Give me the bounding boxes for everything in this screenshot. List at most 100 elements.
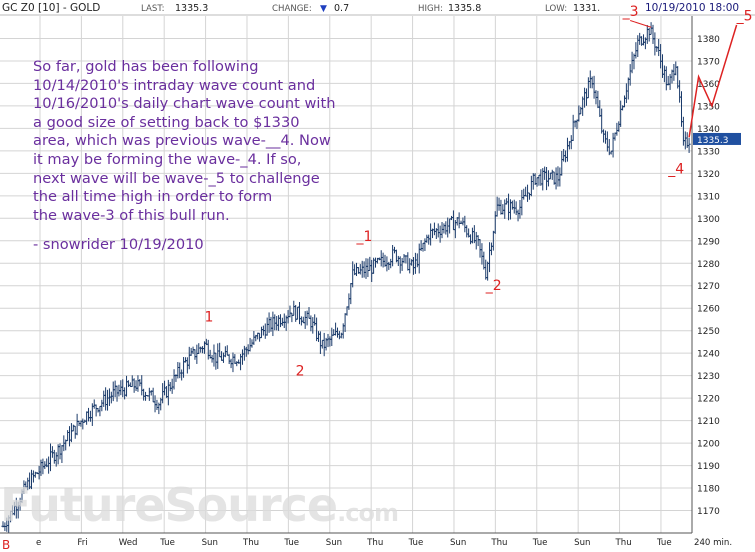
ohlc-bar bbox=[379, 250, 383, 267]
y-tick-label: 1170 bbox=[697, 507, 720, 517]
ohlc-bar bbox=[499, 199, 503, 215]
x-tick-label: Thu bbox=[242, 538, 259, 548]
ohlc-bar bbox=[130, 375, 134, 388]
header-last-label: LAST: bbox=[141, 4, 165, 14]
ohlc-bar bbox=[181, 357, 186, 378]
ohlc-bar bbox=[123, 387, 127, 400]
y-tick-label: 1320 bbox=[697, 170, 720, 180]
ohlc-bar bbox=[248, 337, 252, 352]
chart-grid bbox=[0, 16, 692, 533]
ohlc-bar bbox=[218, 342, 222, 358]
ohlc-bar bbox=[140, 375, 144, 396]
ohlc-bar bbox=[468, 234, 473, 245]
ohlc-bar bbox=[560, 150, 564, 176]
x-tick-label: Tue bbox=[283, 538, 299, 548]
ohlc-bar bbox=[366, 258, 370, 278]
x-tick-label: Fri bbox=[77, 538, 87, 548]
ohlc-bar bbox=[653, 32, 657, 56]
ohlc-bar bbox=[273, 314, 277, 331]
ohlc-bar bbox=[297, 302, 302, 325]
ohlc-bar bbox=[92, 399, 96, 409]
y-tick-label: 1220 bbox=[697, 395, 720, 405]
ohlc-bar bbox=[417, 243, 421, 274]
header-high-value: 1335.8 bbox=[448, 3, 481, 14]
x-tick-label: Sun bbox=[326, 538, 342, 548]
ohlc-bar bbox=[343, 313, 347, 332]
ohlc-bar bbox=[432, 222, 437, 236]
x-tick-label: Thu bbox=[490, 538, 507, 548]
y-tick-label: 1240 bbox=[697, 350, 720, 360]
ohlc-bar bbox=[339, 332, 343, 339]
ohlc-bar bbox=[628, 64, 632, 86]
header-datetime: 10/19/2010 18:00 bbox=[645, 2, 739, 14]
ohlc-bar bbox=[392, 246, 397, 254]
ohlc-bar bbox=[290, 312, 294, 323]
ohlc-bar bbox=[550, 169, 554, 180]
ohlc-bar bbox=[199, 346, 203, 353]
x-tick-label: Thu bbox=[366, 538, 383, 548]
ohlc-bar bbox=[565, 137, 570, 162]
ohlc-bar bbox=[278, 314, 283, 328]
ohlc-bar bbox=[280, 317, 284, 326]
ohlc-bar bbox=[569, 135, 573, 150]
y-tick-label: 1380 bbox=[697, 35, 720, 45]
ohlc-bar bbox=[501, 204, 505, 215]
ohlc-bar bbox=[221, 352, 226, 363]
ohlc-bar bbox=[155, 399, 159, 410]
x-tick-label: Tue bbox=[159, 538, 175, 548]
ohlc-bar bbox=[73, 425, 77, 439]
ohlc-bar bbox=[419, 240, 423, 251]
ohlc-bar bbox=[446, 217, 450, 238]
wave-label: _4 bbox=[667, 161, 684, 177]
ohlc-bar bbox=[402, 254, 406, 263]
ohlc-bar bbox=[183, 357, 188, 363]
ohlc-bar bbox=[121, 379, 125, 398]
ohlc-bar bbox=[510, 200, 514, 210]
ohlc-bar bbox=[60, 445, 64, 463]
ohlc-bar bbox=[58, 443, 62, 460]
ohlc-bar bbox=[134, 380, 138, 391]
watermark-text: FutureSource bbox=[0, 478, 338, 532]
ohlc-bar bbox=[295, 306, 300, 320]
ohlc-bar bbox=[582, 87, 587, 108]
ohlc-bar bbox=[427, 234, 431, 245]
ohlc-bar bbox=[267, 312, 271, 333]
ohlc-bar bbox=[381, 252, 385, 268]
y-tick-label: 1370 bbox=[697, 57, 720, 67]
ohlc-bar bbox=[265, 317, 269, 336]
ohlc-bar bbox=[630, 51, 634, 74]
ohlc-bar bbox=[151, 387, 155, 403]
ohlc-bar bbox=[124, 375, 129, 397]
price-axis: 1170 1180 1190 1200 1210 1220 1230 1240 1250 1260… bbox=[0, 16, 741, 534]
ohlc-bar bbox=[436, 223, 440, 238]
ohlc-bar bbox=[351, 261, 355, 288]
y-tick-label: 1340 bbox=[697, 125, 720, 135]
ohlc-bar bbox=[358, 264, 362, 275]
ohlc-bar bbox=[240, 349, 245, 365]
ohlc-bar bbox=[423, 238, 427, 252]
header-change-arrow: ▼ bbox=[320, 4, 327, 14]
y-tick-label: 1250 bbox=[697, 327, 720, 337]
ohlc-bar bbox=[113, 380, 117, 398]
y-tick-label: 1190 bbox=[697, 462, 720, 472]
ohlc-bar bbox=[493, 211, 497, 234]
wave-label: _2 bbox=[485, 278, 502, 294]
ohlc-bar bbox=[672, 63, 676, 81]
ohlc-bar bbox=[544, 167, 549, 191]
y-tick-label: 1260 bbox=[697, 305, 720, 315]
ohlc-bar bbox=[503, 199, 507, 219]
ohlc-bar bbox=[590, 76, 594, 89]
wave-label: _3 bbox=[622, 4, 639, 20]
ohlc-bar bbox=[354, 262, 359, 277]
ohlc-bar bbox=[269, 316, 273, 332]
wave-label: _5 bbox=[736, 8, 753, 24]
x-tick-label: Tue bbox=[532, 538, 548, 548]
header-low-value: 1331. bbox=[573, 3, 600, 14]
ohlc-bar bbox=[624, 83, 628, 104]
ohlc-bar bbox=[457, 212, 461, 229]
analysis-commentary: So far, gold has been following 10/14/20… bbox=[33, 58, 336, 224]
ohlc-bar bbox=[588, 70, 592, 89]
ohlc-bar bbox=[252, 330, 256, 345]
ohlc-bar bbox=[442, 223, 446, 234]
ohlc-bar bbox=[527, 192, 532, 200]
